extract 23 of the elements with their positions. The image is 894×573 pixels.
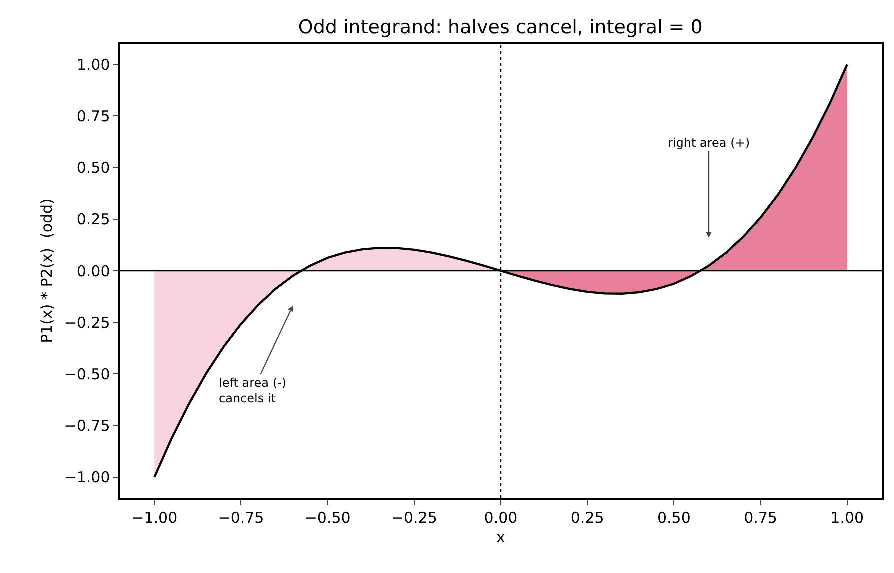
x-tick-label: 0.25 bbox=[570, 508, 604, 527]
y-tick-label: 0.00 bbox=[76, 262, 110, 280]
x-tick-label: 1.00 bbox=[830, 508, 864, 527]
annotation: left area (-) cancels it bbox=[219, 376, 287, 406]
x-tick-label: 0.50 bbox=[657, 508, 691, 527]
annotation: right area (+) bbox=[668, 136, 750, 150]
y-tick-label: −0.75 bbox=[64, 417, 110, 436]
x-tick-label: −0.25 bbox=[391, 508, 438, 527]
y-tick-label: −1.00 bbox=[64, 468, 110, 487]
y-tick-label: 0.25 bbox=[76, 210, 110, 229]
y-tick-label: 0.75 bbox=[76, 107, 110, 126]
y-tick-label: 0.50 bbox=[76, 159, 110, 178]
x-tick-label: −1.00 bbox=[132, 508, 178, 527]
x-axis-title: x bbox=[496, 528, 506, 546]
y-tick-label: −0.50 bbox=[64, 365, 110, 384]
y-tick-label: 1.00 bbox=[76, 56, 110, 74]
x-tick-label: −0.50 bbox=[304, 508, 351, 527]
y-tick-label: −0.25 bbox=[64, 314, 110, 332]
chart-title: Odd integrand: halves cancel, integral = 0 bbox=[298, 16, 703, 38]
y-axis-title: P1(x) * P2(x) (odd) bbox=[38, 198, 56, 344]
x-tick-label: 0.00 bbox=[484, 508, 518, 527]
x-tick-label: −0.75 bbox=[218, 508, 264, 527]
x-tick-label: 0.75 bbox=[744, 508, 778, 527]
